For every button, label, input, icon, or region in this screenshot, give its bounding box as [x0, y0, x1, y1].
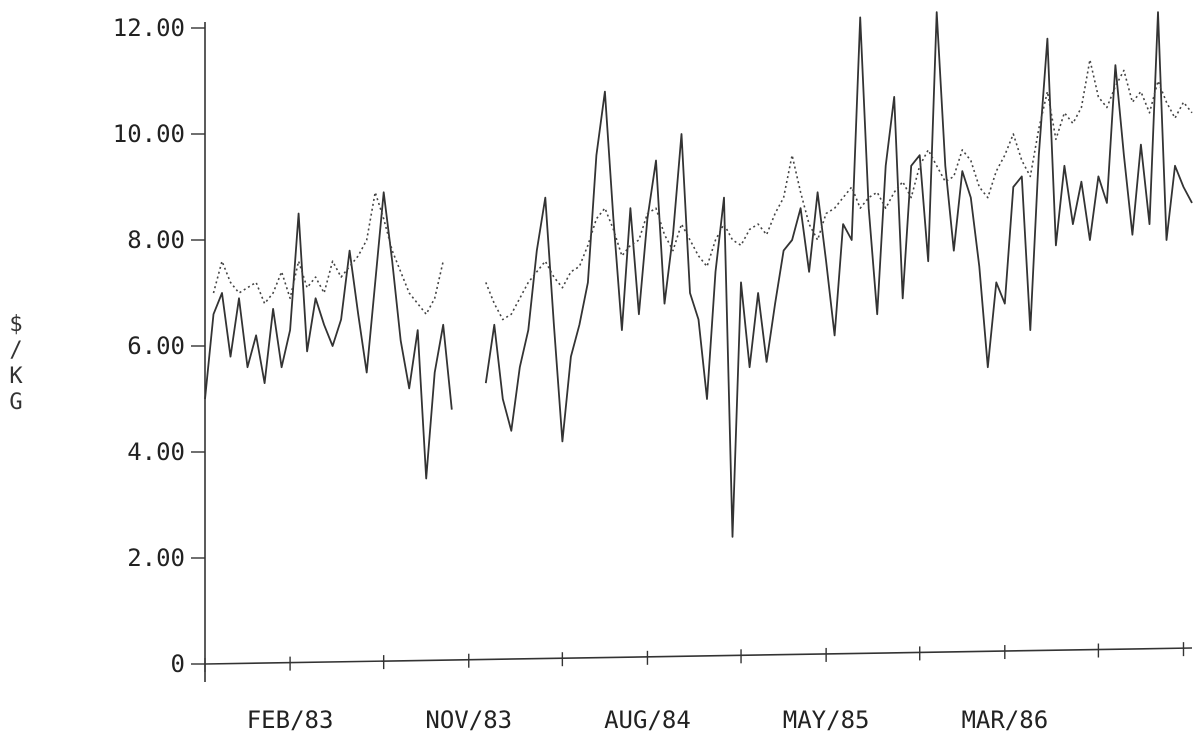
x-tick-label: AUG/84: [604, 706, 691, 734]
y-axis-label-char: G: [9, 390, 23, 415]
y-tick-label: 10.00: [113, 120, 185, 148]
y-tick-label: 12.00: [113, 14, 185, 42]
y-axis-label-char: $: [9, 312, 23, 337]
y-tick-label: 4.00: [127, 438, 185, 466]
y-tick-label: 0: [171, 650, 185, 678]
y-axis-label-char: K: [9, 364, 23, 389]
series-solid-line: [204, 191, 453, 480]
x-tick-label: FEB/83: [247, 706, 334, 734]
x-tick-label: MAY/85: [783, 706, 870, 734]
y-axis-ticks: 0 2.00 4.00 6.00 8.00 10.00 12.00: [113, 14, 205, 678]
x-tick-label: NOV/83: [425, 706, 512, 734]
x-axis-ticks: FEB/83 NOV/83 AUG/84 MAY/85 MAR/86: [204, 642, 1185, 734]
x-tick-label: MAR/86: [961, 706, 1048, 734]
y-axis-label: $ / K G: [0, 312, 32, 416]
series-solid-line: [484, 11, 1193, 538]
y-tick-label: 2.00: [127, 544, 185, 572]
y-tick-label: 6.00: [127, 332, 185, 360]
x-axis-line: [204, 647, 1193, 665]
series-dotted-line: [485, 59, 1193, 321]
series-group: [204, 11, 1193, 538]
axes: [204, 22, 1193, 682]
series-dotted-line: [212, 191, 444, 315]
y-axis-label-char: /: [9, 338, 23, 363]
y-tick-label: 8.00: [127, 226, 185, 254]
